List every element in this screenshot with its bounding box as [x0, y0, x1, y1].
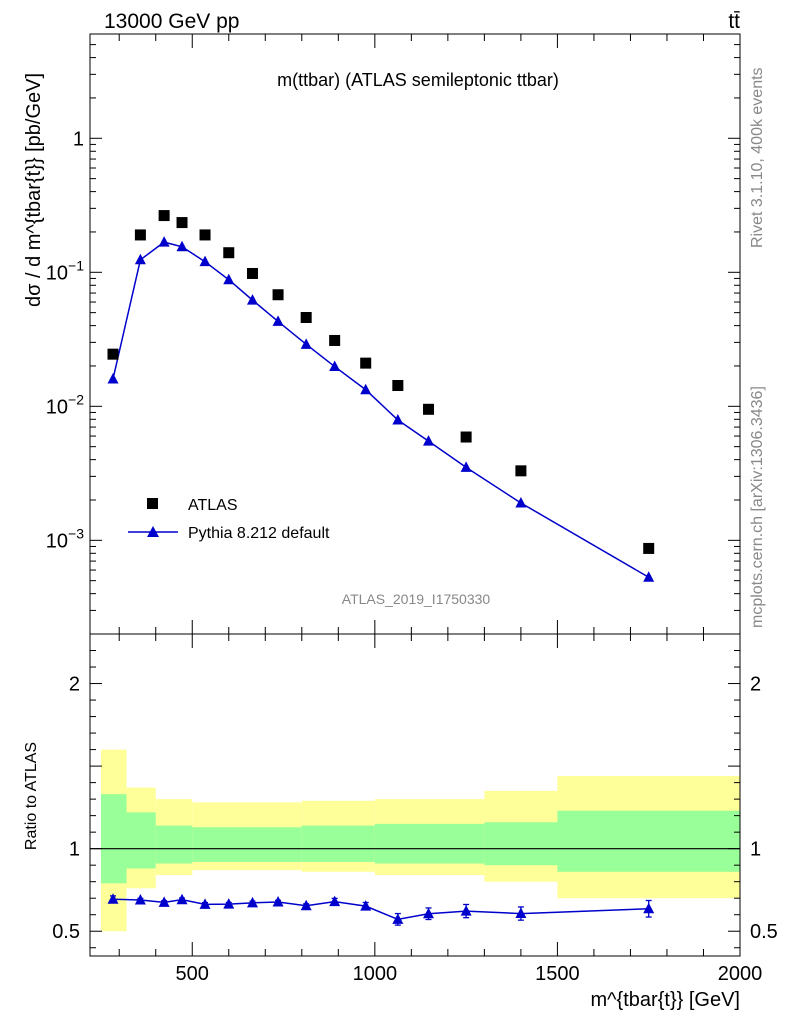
main-panel: 1 10−1 10−2 10−3: [46, 33, 741, 635]
legend-atlas-marker: [147, 498, 158, 509]
ratio-point: [392, 913, 404, 924]
atlas-point: [515, 465, 527, 477]
atlas-point: [423, 403, 435, 415]
ratio-y-axis-label: Ratio to ATLAS: [23, 742, 40, 850]
pythia-point: [360, 383, 372, 395]
main-y-tick-label: 10−3: [46, 525, 84, 552]
atlas-point: [643, 542, 655, 554]
main-title: m(ttbar) (ATLAS semileptonic ttbar): [277, 70, 559, 90]
x-tick-label: 500: [176, 963, 209, 985]
ratio-y-tick-label-right: 1: [750, 839, 761, 861]
x-tick-label: 2000: [718, 963, 763, 985]
ratio-y-tick-label-left: 2: [69, 674, 80, 696]
atlas-point: [158, 210, 170, 222]
legend: ATLAS Pythia 8.212 default: [128, 497, 330, 542]
ratio-point: [107, 893, 119, 904]
main-y-tick-label: 1: [73, 128, 84, 150]
ratio-point: [360, 900, 372, 911]
ratio-point: [460, 905, 472, 916]
pythia-point: [460, 461, 472, 472]
atlas-point: [199, 229, 211, 241]
atlas-point: [272, 289, 284, 301]
main-frame: [89, 33, 741, 635]
header-right: tt̄: [728, 10, 740, 33]
ratio-point: [643, 902, 655, 914]
uncertainty-band-inner: [192, 827, 302, 862]
atlas-point: [360, 357, 372, 369]
ratio-point: [199, 898, 211, 909]
atlas-point: [300, 311, 312, 323]
pythia-point: [272, 315, 284, 326]
pythia-point: [329, 360, 341, 372]
atlas-point: [134, 229, 146, 241]
ratio-frame: [89, 633, 741, 957]
ratio-point: [223, 898, 235, 909]
ratio-y-tick-label-right: 0.5: [750, 921, 778, 943]
pythia-line: [112, 241, 650, 578]
atlas-point: [329, 334, 341, 346]
ratio-point: [134, 894, 146, 905]
x-axis-label: m^{tbar{t}} [GeV]: [591, 989, 740, 1011]
ratio-y-tick-label-left: 0.5: [52, 921, 80, 943]
ratio-point: [300, 899, 312, 911]
pythia-point: [643, 571, 655, 582]
uncertainty-band-inner: [155, 825, 193, 864]
atlas-point: [176, 217, 188, 229]
ratio-point: [423, 907, 435, 919]
x-tick-label: 1500: [535, 963, 580, 985]
uncertainty-band-inner: [557, 810, 740, 872]
ratio-point: [272, 896, 284, 907]
atlas-point: [247, 267, 258, 279]
legend-pythia-label: Pythia 8.212 default: [188, 525, 330, 542]
pythia-point: [176, 240, 188, 252]
ratio-line: [112, 898, 649, 921]
pythia-point: [158, 236, 170, 247]
pythia-point: [392, 414, 404, 425]
mcplots-label: mcplots.cern.ch [arXiv:1306.3436]: [749, 386, 766, 628]
ratio-point: [176, 893, 188, 905]
ratio-point: [158, 896, 170, 907]
atlas-point: [460, 431, 472, 443]
watermark: ATLAS_2019_I1750330: [342, 591, 491, 607]
ratio-point: [247, 896, 258, 908]
legend-atlas-label: ATLAS: [188, 497, 238, 514]
pythia-point: [300, 338, 312, 349]
main-y-tick-label: 10−2: [46, 391, 84, 418]
uncertainty-band-inner: [100, 794, 127, 884]
ratio-point: [515, 907, 527, 919]
atlas-point: [107, 348, 119, 360]
legend-pythia-marker: [147, 526, 159, 537]
pythia-point: [247, 294, 258, 305]
atlas-point: [223, 247, 235, 259]
pythia-point: [134, 253, 146, 265]
pythia-point: [107, 372, 119, 384]
pythia-point: [423, 435, 435, 446]
uncertainty-band-inner: [126, 812, 156, 869]
ratio-panel: 0.5 0.5 1 1 2 2 500 1000 1500 2000: [52, 634, 778, 985]
header-left: 13000 GeV pp: [104, 10, 239, 33]
ratio-y-tick-label-left: 1: [69, 839, 80, 861]
pythia-point: [515, 496, 527, 508]
x-tick-label: 1000: [353, 963, 398, 985]
ratio-point: [329, 895, 341, 907]
atlas-point: [392, 379, 404, 391]
uncertainty-band-inner: [374, 823, 485, 864]
uncertainty-band-inner: [484, 822, 558, 866]
pythia-point: [199, 255, 211, 267]
uncertainty-band-inner: [301, 825, 375, 862]
pythia-point: [223, 273, 235, 285]
ratio-y-tick-label-right: 2: [750, 674, 761, 696]
rivet-label: Rivet 3.1.10, 400k events: [749, 67, 766, 248]
main-y-axis-label: dσ / d m^{tbar{t}} [pb/GeV]: [23, 73, 45, 307]
main-y-tick-label: 10−1: [46, 257, 84, 284]
